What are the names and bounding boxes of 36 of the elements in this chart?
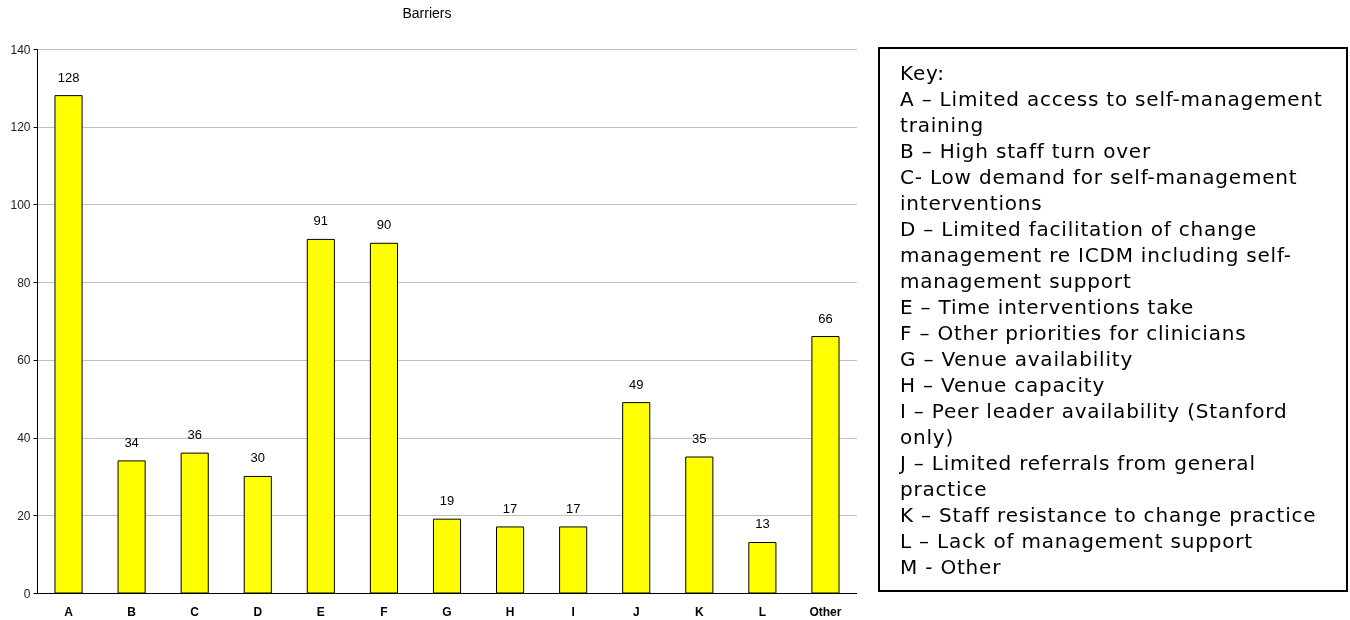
y-tick-label: 40 [17,431,31,446]
x-tick-label: E [316,604,325,619]
data-label: 17 [565,500,581,516]
x-tick-label: Other [809,604,842,619]
data-label: 34 [124,434,139,450]
data-label: 13 [755,516,770,532]
x-tick-label: I [571,604,575,619]
data-label: 91 [313,213,329,229]
data-label: 36 [187,427,202,443]
x-tick-label: D [253,604,263,619]
data-label: 90 [376,217,392,233]
key-box: Key: A – Limited access to self-management training B – High staff turn over C- Low demand for self-management interventions D – Limited facilitation of change management re ICDM including self-management support E – Time interventions take F – Other priorities for clinicians G – Venue availability H – Venue capacity I – Peer leader availability (Stanford only) J – Limited referrals from general practice K – Staff resistance to change practice L – Lack of management support M - Other [878,47,1348,592]
y-tick-label: 80 [17,275,31,290]
y-tick-label: 60 [17,353,31,368]
data-label: 66 [818,310,833,326]
y-tick-label: 20 [17,508,31,523]
y-tick-label: 140 [10,42,31,57]
data-label: 19 [439,493,455,509]
x-tick-label: A [64,604,74,619]
data-label: 30 [250,450,265,466]
x-tick-label: C [190,604,200,619]
data-label: 128 [57,69,80,85]
y-tick-label: 0 [23,586,31,601]
y-tick-label: 100 [10,197,31,212]
x-tick-label: L [758,604,767,619]
data-label: 17 [502,500,518,516]
x-tick-label: J [632,604,640,619]
chart-title: Barriers [402,5,452,21]
x-tick-label: G [442,604,452,619]
data-label: 35 [692,431,707,446]
data-label: 49 [629,376,644,392]
y-tick-label: 120 [10,120,31,135]
x-tick-label: F [380,604,388,619]
x-tick-label: B [127,604,137,619]
x-tick-label: H [505,604,515,619]
x-tick-label: K [694,604,704,619]
